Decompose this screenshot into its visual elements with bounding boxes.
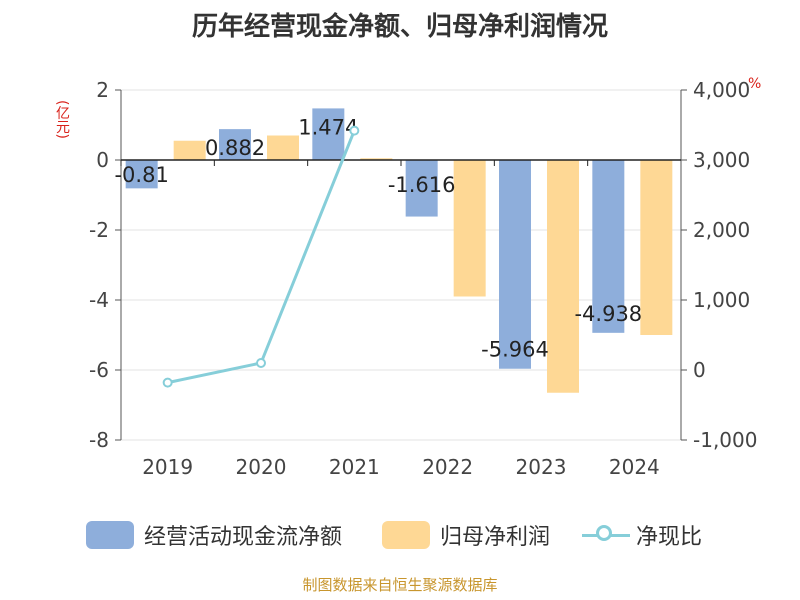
bar-operating-cash-flow [592,160,625,333]
bar-net-profit [453,160,486,297]
left-tick-label: 0 [96,148,109,172]
right-tick-label: 0 [693,358,706,382]
bar-data-label: -0.81 [114,163,168,187]
right-tick-label: -1,000 [693,428,757,452]
left-tick-label: -6 [89,358,109,382]
bar-data-label: 0.882 [205,136,265,160]
line-point [256,358,266,368]
bar-net-profit [267,135,299,160]
bar-data-label: 1.474 [298,115,358,139]
left-axis-unit: (亿元) [54,100,70,139]
bar-operating-cash-flow [312,108,345,160]
x-tick-label: 2021 [329,455,380,479]
chart-area: 2 0 -2 -4 -6 -8 4,000 3,000 2,000 1,000 0 -1,000 201… [89,78,757,479]
right-axis-unit: % [748,76,762,92]
legend-label: 净现比 [636,525,703,550]
legend-item-cash-ratio[interactable]: 净现比 [582,520,702,550]
legend-label: 经营活动现金流净额 [144,525,343,550]
right-tick-label: 1,000 [693,288,750,312]
left-tick-label: 2 [96,78,109,102]
bar-data-label: -4.938 [574,302,642,326]
left-tick-label: -8 [89,428,109,452]
bar-operating-cash-flow [219,129,251,160]
legend-item-operating-cash-flow[interactable]: 经营活动现金流净额 [86,520,342,550]
bar-operating-cash-flow [125,160,158,189]
legend-swatch-yellow [382,521,430,549]
bar-net-profit [360,158,393,160]
bar-data-label: -1.616 [388,173,456,197]
bar-net-profit [173,140,206,160]
x-tick-label: 2020 [236,455,287,479]
bar-operating-cash-flow [405,160,438,217]
legend-label: 归母净利润 [440,525,551,550]
right-tick-label: 2,000 [693,218,750,242]
chart-title: 历年经营现金净额、归母净利润情况 [191,12,608,42]
left-tick-label: -2 [89,218,109,242]
source-note: 制图数据来自恒生聚源数据库 [302,576,498,594]
line-cash-ratio [167,130,356,385]
line-point [349,125,360,136]
x-tick-label: 2019 [142,455,193,479]
line-marker-icon [582,521,630,549]
legend: 经营活动现金流净额 归母净利润 净现比 [0,520,800,550]
legend-item-net-profit[interactable]: 归母净利润 [382,520,550,550]
right-tick-label: 4,000 [693,78,750,102]
right-tick-label: 3,000 [693,148,750,172]
x-tick-label: 2024 [609,455,660,479]
line-point [162,377,173,388]
bar-data-label: -5.964 [481,338,549,362]
x-tick-label: 2022 [422,455,473,479]
bar-operating-cash-flow [499,160,531,369]
left-tick-label: -4 [89,288,109,312]
legend-swatch-blue [86,521,134,549]
bar-net-profit [640,160,673,335]
x-tick-label: 2023 [516,455,567,479]
bar-net-profit [547,160,579,393]
